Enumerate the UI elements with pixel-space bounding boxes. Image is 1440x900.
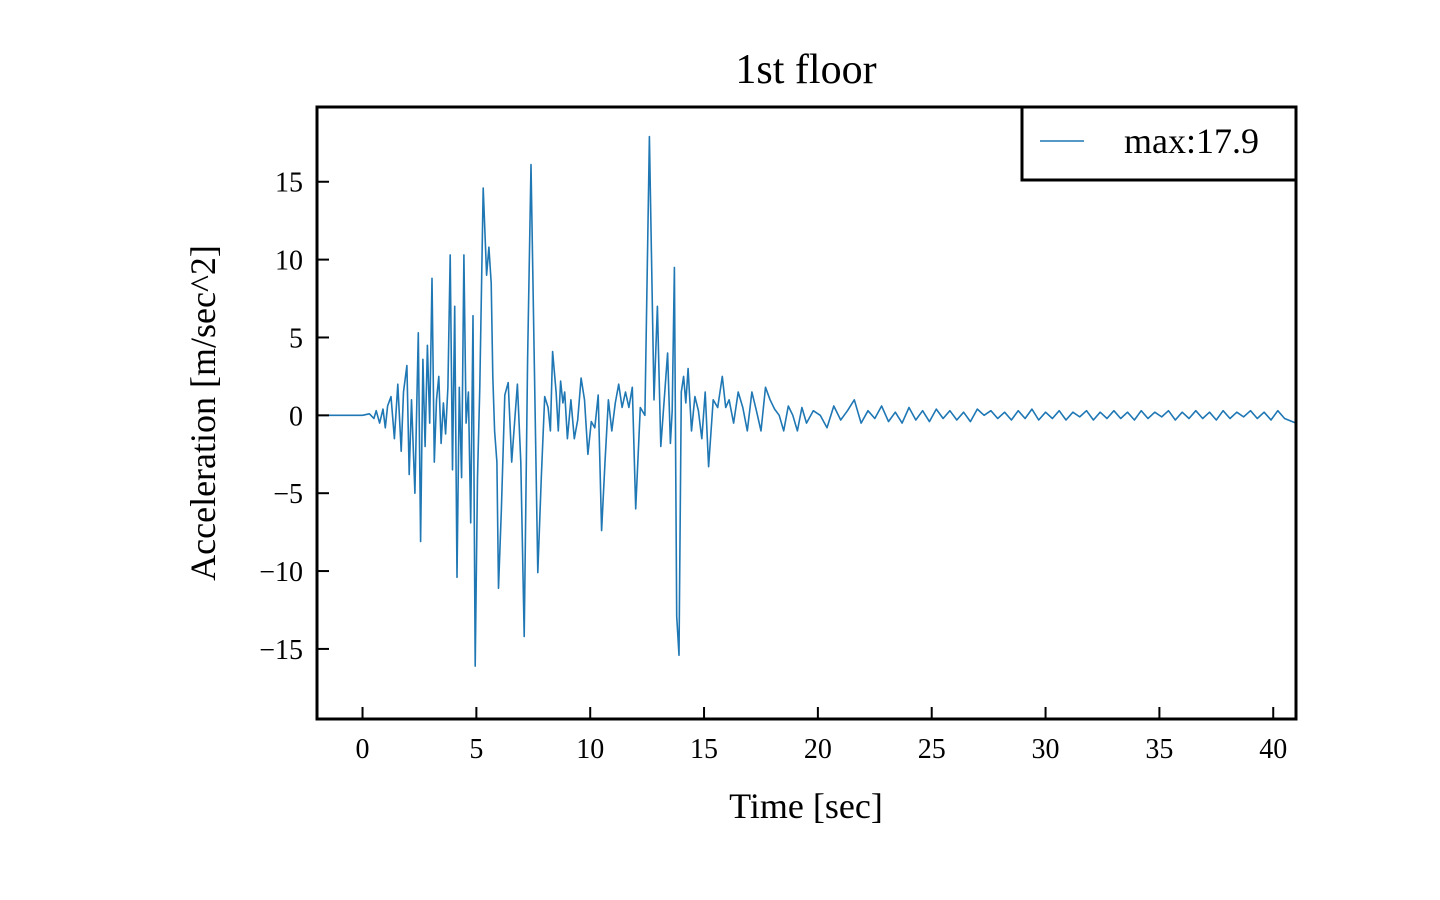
x-tick-label: 20: [804, 734, 832, 765]
y-tick-label: −15: [259, 635, 303, 666]
y-tick-label: 5: [289, 323, 303, 354]
legend-box: [1020, 105, 1298, 182]
y-tick-label: 10: [275, 246, 303, 277]
plot-area: 0 5 10 15 20 25 30 35 40 −15 −10 −5 0 5 10 15: [259, 105, 1298, 765]
y-tick-label: −10: [259, 557, 303, 588]
x-tick-label: 40: [1259, 734, 1287, 765]
x-tick-label: 35: [1145, 734, 1173, 765]
plot-frame: [315, 105, 1298, 721]
x-tick-label: 15: [690, 734, 718, 765]
x-tick-label: 0: [356, 734, 370, 765]
x-tick-label: 30: [1032, 734, 1060, 765]
legend-entry-label: max:17.9: [1124, 121, 1259, 161]
chart-title: 1st floor: [735, 47, 876, 93]
y-tick-label: −5: [273, 479, 303, 510]
y-tick-label: 0: [289, 401, 303, 432]
legend: max:17.9: [1020, 105, 1298, 182]
y-tick-label: 15: [275, 168, 303, 199]
x-tick-label: 25: [918, 734, 946, 765]
series-line: [317, 135, 1296, 667]
x-tick-label: 10: [576, 734, 604, 765]
y-axis-label: Acceleration [m/sec^2]: [183, 245, 223, 581]
x-tick-label: 5: [469, 734, 483, 765]
x-axis-label: Time [sec]: [729, 786, 883, 826]
